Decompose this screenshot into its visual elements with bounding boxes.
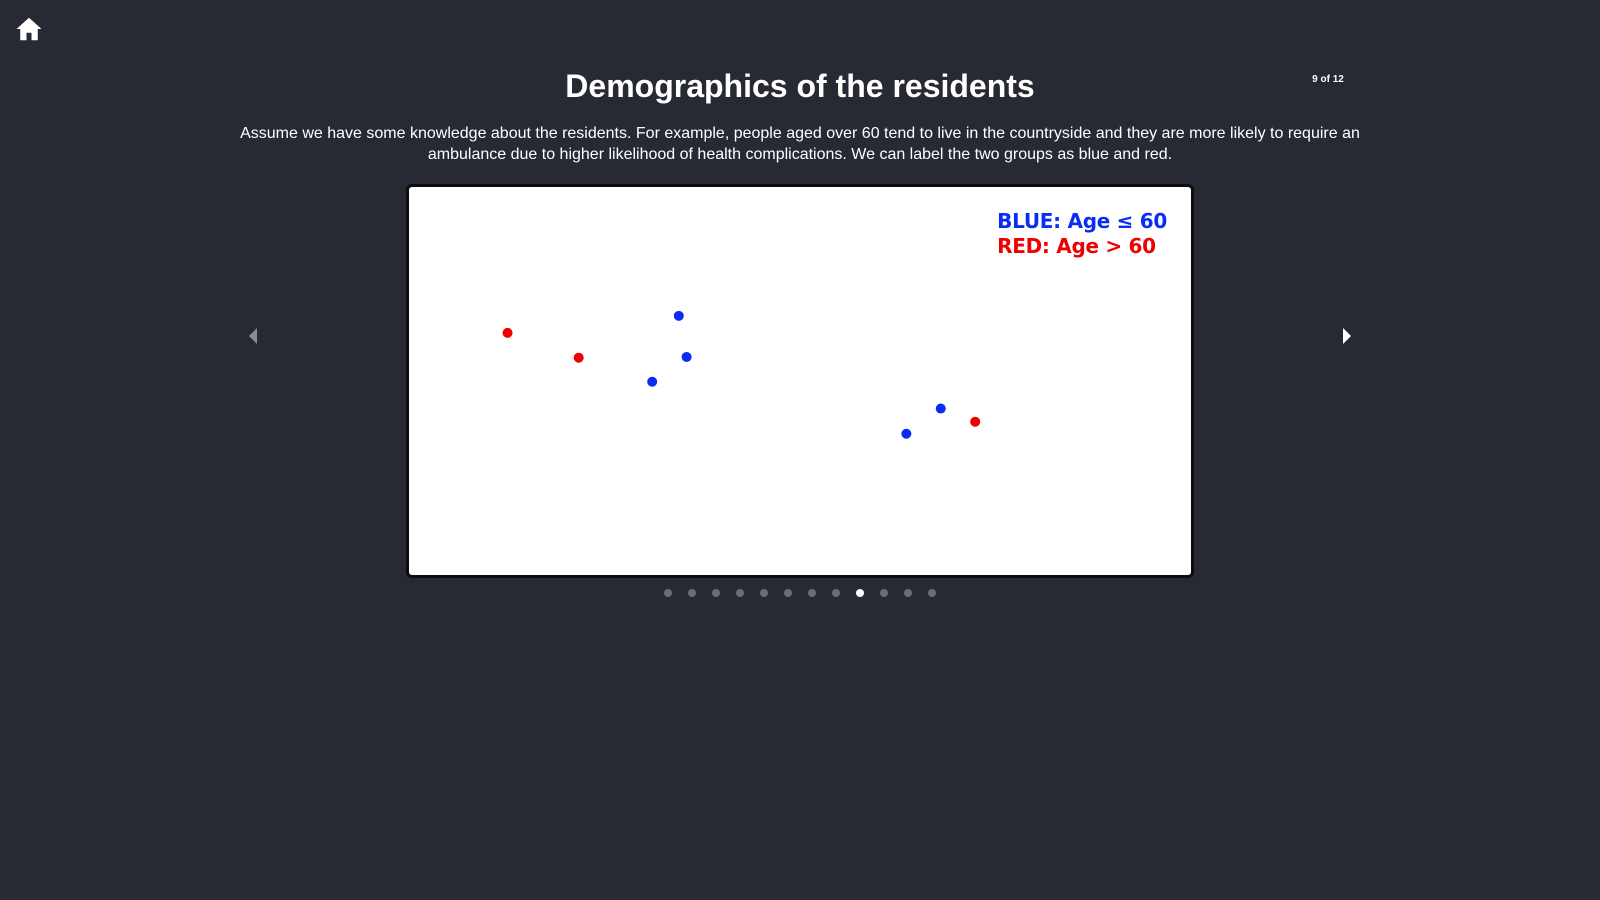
scatter-plot [502, 310, 981, 439]
page-title: Demographics of the residents [565, 68, 1035, 104]
pager-dot[interactable] [760, 589, 768, 597]
next-slide-button[interactable] [1336, 325, 1356, 347]
pager-dot[interactable] [856, 589, 864, 597]
slide-counter: 9 of 12 [1312, 74, 1344, 85]
previous-slide-button[interactable] [244, 325, 264, 347]
legend-blue-label: BLUE: Age ≤ 60 [997, 209, 1167, 233]
blue-resident-point [673, 310, 684, 321]
pager-dot[interactable] [688, 589, 696, 597]
blue-resident-point [647, 376, 658, 387]
pager-dot[interactable] [928, 589, 936, 597]
pager-dot[interactable] [664, 589, 672, 597]
home-button[interactable] [14, 14, 44, 44]
red-resident-point [502, 327, 513, 338]
pager-dot[interactable] [736, 589, 744, 597]
red-resident-point [970, 416, 981, 427]
slide-pager [0, 589, 1600, 597]
pager-dot[interactable] [784, 589, 792, 597]
legend-red-label: RED: Age > 60 [997, 234, 1156, 258]
legend: BLUE: Age ≤ 60 RED: Age > 60 [997, 209, 1167, 259]
blue-resident-point [901, 428, 912, 439]
caret-right-icon [1343, 328, 1351, 344]
pager-dot[interactable] [712, 589, 720, 597]
blue-resident-point [681, 351, 692, 362]
caret-left-icon [249, 328, 257, 344]
pager-dot[interactable] [808, 589, 816, 597]
home-icon [16, 17, 42, 41]
pager-dot[interactable] [904, 589, 912, 597]
pager-dot[interactable] [832, 589, 840, 597]
slide-description: Assume we have some knowledge about the … [240, 125, 1360, 163]
blue-resident-point [935, 403, 946, 414]
red-resident-point [573, 352, 584, 363]
slide-image-frame: BLUE: Age ≤ 60 RED: Age > 60 [406, 184, 1194, 578]
pager-dot[interactable] [880, 589, 888, 597]
